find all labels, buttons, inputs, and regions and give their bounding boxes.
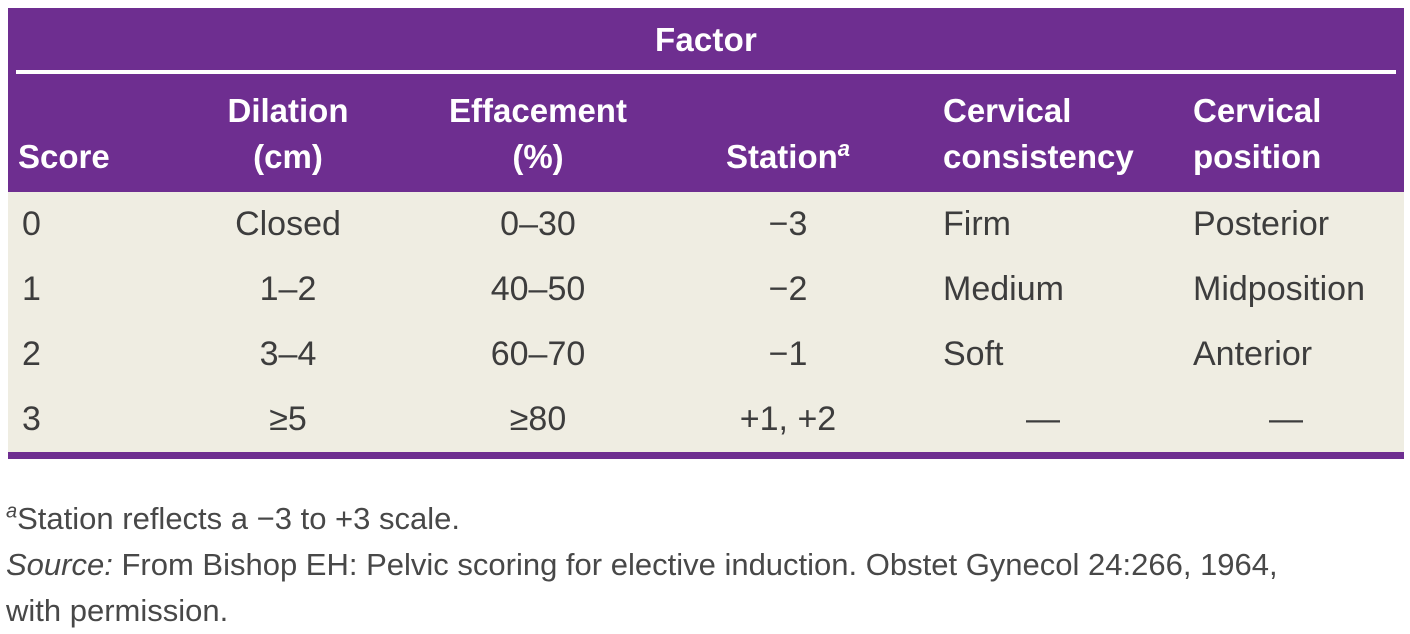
cell-station: −2 [768, 270, 808, 308]
column-header-row: Score Dilation (cm) Effacement (%) Stati… [8, 74, 1404, 192]
column-header-station-label: Stationa [725, 136, 851, 176]
footnote-text: Station reflects a −3 to +3 scale. [17, 501, 460, 536]
cell-consistency: — [1026, 400, 1060, 438]
column-header-cervical-position: Cervical position [1168, 74, 1404, 192]
column-header-position-line2: position [1193, 138, 1322, 175]
cell-score: 2 [22, 335, 41, 373]
cell-position: Midposition [1193, 270, 1365, 308]
cell-effacement: 40–50 [490, 270, 586, 308]
cell-dilation: 1–2 [259, 270, 317, 308]
table-body: 0 Closed 0–30 −3 Firm Posterior 1 1–2 40… [8, 192, 1404, 452]
cell-effacement: 0–30 [500, 205, 576, 243]
station-footnote: aStation reflects a −3 to +3 scale. [6, 496, 1336, 542]
cell-consistency: Medium [943, 270, 1064, 308]
footnote-marker: a [6, 500, 18, 523]
column-header-score: Score [8, 74, 158, 192]
cell-score: 0 [22, 205, 41, 243]
cell-consistency: Soft [943, 335, 1004, 373]
source-note: Source: From Bishop EH: Pelvic scoring f… [6, 542, 1336, 634]
column-header-consistency-line2: consistency [943, 138, 1134, 175]
cell-consistency: Firm [943, 205, 1011, 243]
table-bottom-rule [8, 452, 1404, 459]
cell-dilation: 3–4 [259, 335, 317, 373]
cell-dilation: Closed [235, 205, 341, 243]
bishop-score-table: Factor Score Dilation (cm) Effacement (%… [8, 8, 1404, 459]
header-divider-rule [16, 70, 1396, 74]
cell-score: 3 [22, 400, 41, 438]
table-row: 2 3–4 60–70 −1 Soft Anterior [8, 322, 1404, 387]
source-text: From Bishop EH: Pelvic scoring for elect… [6, 547, 1278, 628]
cell-effacement: ≥80 [509, 400, 567, 438]
column-header-dilation-line1: Dilation [227, 92, 349, 129]
cell-position: — [1269, 400, 1303, 438]
cell-effacement: 60–70 [490, 335, 586, 373]
column-header-consistency-line1: Cervical [943, 92, 1072, 129]
station-footnote-marker: a [837, 136, 851, 161]
column-header-score-label: Score [18, 138, 110, 175]
table-row: 1 1–2 40–50 −2 Medium Midposition [8, 257, 1404, 322]
column-header-effacement-line2: (%) [512, 138, 564, 175]
cell-station: −1 [768, 335, 808, 373]
factor-spanner-label: Factor [654, 21, 758, 58]
cell-station: +1, +2 [739, 400, 837, 438]
column-header-position-line1: Cervical [1193, 92, 1322, 129]
column-header-effacement-line1: Effacement [449, 92, 627, 129]
table-footnotes: aStation reflects a −3 to +3 scale. Sour… [6, 496, 1336, 634]
cell-position: Posterior [1193, 205, 1330, 243]
column-header-dilation-line2: (cm) [253, 138, 323, 175]
cell-score: 1 [22, 270, 41, 308]
column-header-dilation: Dilation (cm) [158, 74, 418, 192]
table-header: Factor Score Dilation (cm) Effacement (%… [8, 8, 1404, 192]
cell-position: Anterior [1193, 335, 1313, 373]
column-header-effacement: Effacement (%) [418, 74, 658, 192]
cell-dilation: ≥5 [269, 400, 307, 438]
cell-station: −3 [768, 205, 808, 243]
source-label: Source: [6, 547, 113, 582]
column-header-station: Stationa [658, 74, 918, 192]
column-header-cervical-consistency: Cervical consistency [918, 74, 1168, 192]
table-row: 0 Closed 0–30 −3 Firm Posterior [8, 192, 1404, 257]
table-row: 3 ≥5 ≥80 +1, +2 — — [8, 387, 1404, 452]
